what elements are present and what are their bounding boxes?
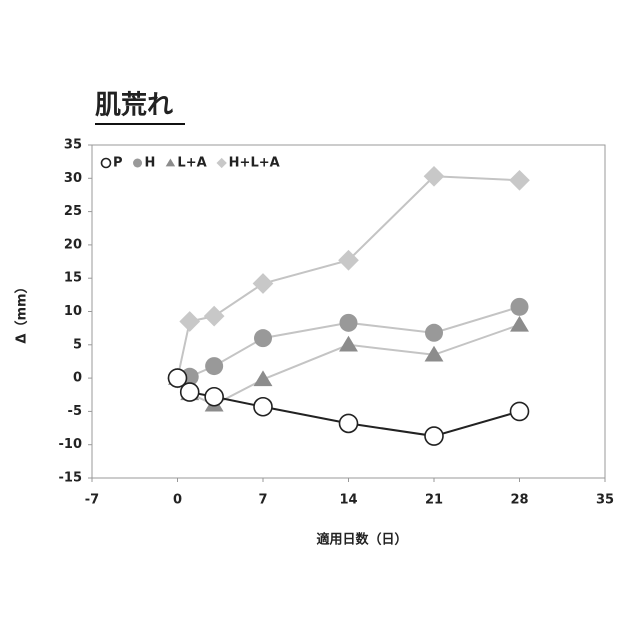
- data-point: [204, 306, 225, 327]
- data-point: [425, 427, 443, 445]
- chart: 肌荒れ 適用日数（日） Δ（mm） -15 -10 -5 0 5 10 15 20 25 30 35…: [0, 0, 640, 640]
- y-tick-label: -10: [59, 437, 83, 452]
- x-tick-label: 0: [173, 493, 182, 508]
- y-tick-label: 20: [64, 237, 82, 252]
- page: 肌荒れ 適用日数（日） Δ（mm） -15 -10 -5 0 5 10 15 20 25 30 35…: [0, 0, 640, 640]
- x-tick-label: 14: [339, 493, 357, 508]
- data-point: [254, 370, 273, 386]
- y-tick-label: 30: [64, 171, 82, 186]
- data-point: [179, 311, 200, 332]
- x-tick-label: 28: [510, 493, 528, 508]
- data-point: [509, 170, 530, 191]
- legend-label: H: [145, 156, 156, 171]
- y-tick-label: 5: [73, 337, 82, 352]
- legend-marker: [216, 158, 226, 168]
- legend-label: L+A: [177, 156, 206, 171]
- y-tick-label: 10: [64, 304, 82, 319]
- data-point: [511, 298, 529, 316]
- data-point: [254, 398, 272, 416]
- y-tick-label: 25: [64, 204, 82, 219]
- data-point: [254, 329, 272, 347]
- legend-marker: [166, 159, 175, 167]
- legend-label: P: [113, 156, 123, 171]
- data-point: [425, 324, 443, 342]
- data-point: [253, 273, 274, 294]
- y-axis-label: Δ（mm）: [14, 280, 30, 343]
- y-tick-label: -15: [59, 471, 83, 486]
- y-tick-label: 0: [73, 371, 82, 386]
- data-point: [181, 383, 199, 401]
- legend-label: H+L+A: [229, 156, 280, 171]
- data-point: [340, 414, 358, 432]
- data-point: [205, 357, 223, 375]
- x-tick-label: 35: [596, 493, 614, 508]
- data-point: [511, 402, 529, 420]
- x-tick-label: 21: [425, 493, 443, 508]
- y-tick-label: 15: [64, 271, 82, 286]
- x-tick-label: -7: [85, 493, 99, 508]
- data-point: [510, 316, 529, 332]
- legend-marker: [133, 159, 142, 168]
- y-tick-label: 35: [64, 138, 82, 153]
- chart-title: 肌荒れ: [95, 91, 173, 121]
- x-tick-label: 7: [258, 493, 267, 508]
- data-point: [339, 336, 358, 352]
- y-tick-label: -5: [68, 404, 82, 419]
- legend-marker: [102, 159, 111, 168]
- x-axis-label: 適用日数（日）: [316, 532, 407, 548]
- data-point: [205, 388, 223, 406]
- data-point: [340, 314, 358, 332]
